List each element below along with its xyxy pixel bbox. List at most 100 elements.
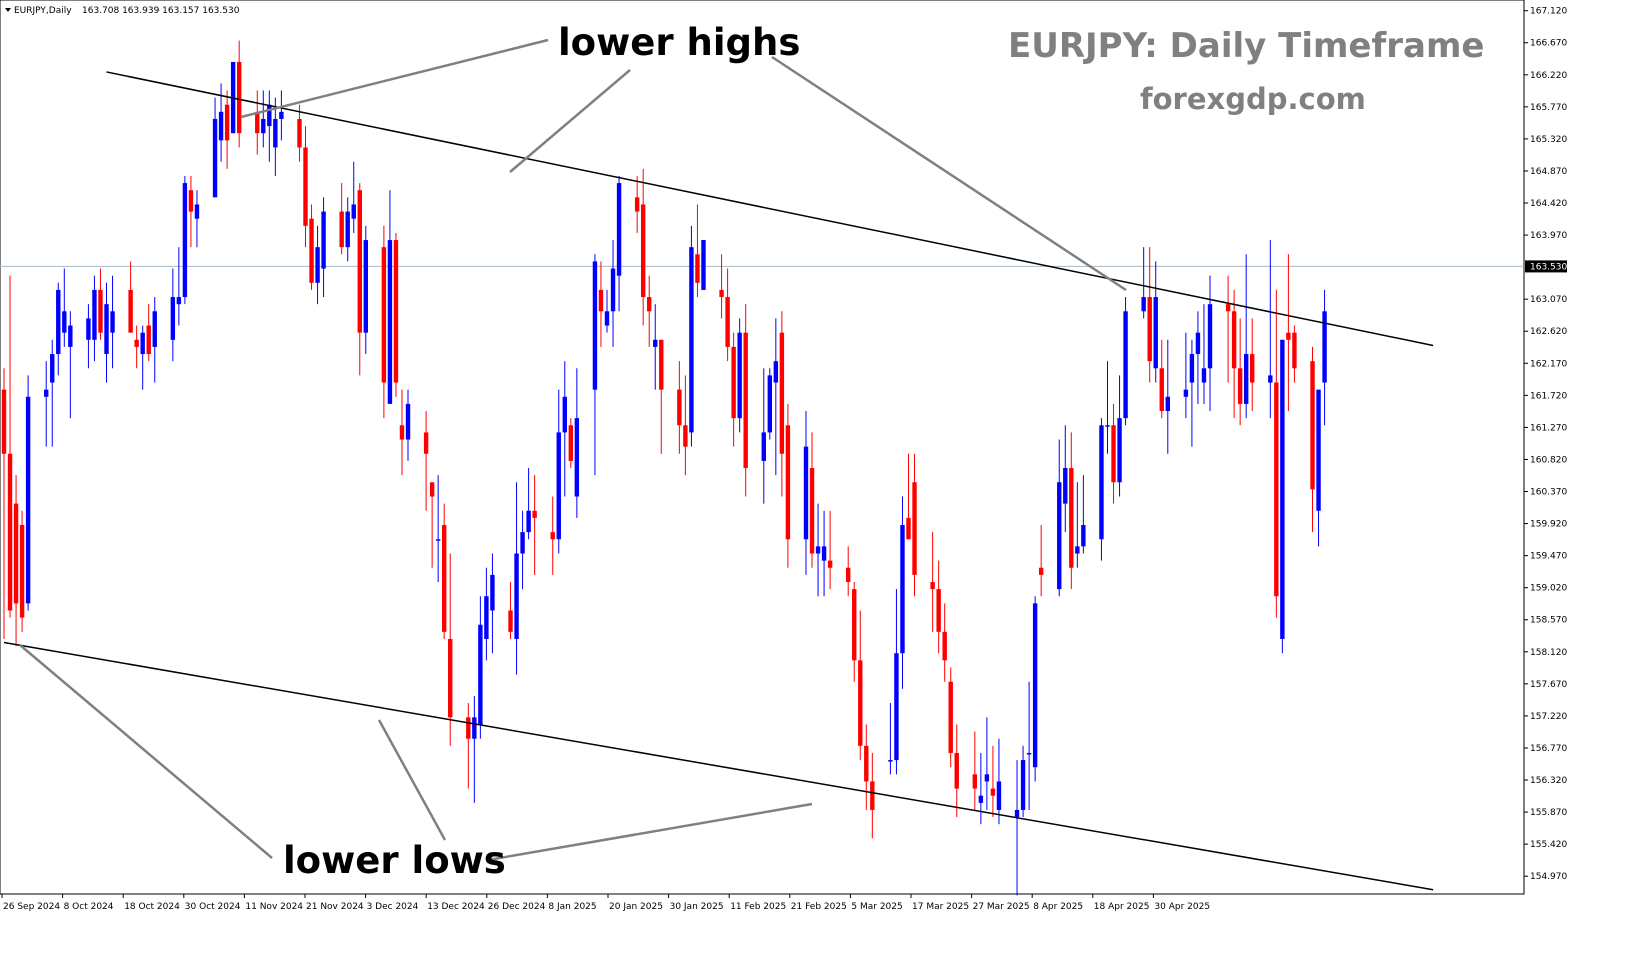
candle[interactable] <box>218 83 224 162</box>
candle[interactable] <box>363 225 368 355</box>
candle[interactable] <box>423 411 429 511</box>
candle[interactable] <box>297 104 302 162</box>
candle[interactable] <box>1141 247 1146 319</box>
candle[interactable] <box>610 240 616 347</box>
candle[interactable] <box>393 232 399 397</box>
candle[interactable] <box>188 175 194 248</box>
candle[interactable] <box>1 368 7 639</box>
candle[interactable] <box>689 225 694 447</box>
candle[interactable] <box>592 254 598 476</box>
candle[interactable] <box>821 510 827 597</box>
candle[interactable] <box>870 752 875 839</box>
candle[interactable] <box>472 695 477 803</box>
candle[interactable] <box>1063 425 1068 533</box>
candle[interactable] <box>562 361 567 497</box>
candle[interactable] <box>1231 289 1237 419</box>
candle[interactable] <box>134 325 139 369</box>
candle[interactable] <box>224 90 230 169</box>
candle[interactable] <box>1117 375 1122 497</box>
candle[interactable] <box>303 126 308 248</box>
candle[interactable] <box>743 304 748 497</box>
candle[interactable] <box>634 175 640 233</box>
candle[interactable] <box>526 468 531 540</box>
candle[interactable] <box>725 268 730 362</box>
candle[interactable] <box>701 240 706 290</box>
candle[interactable] <box>809 432 815 568</box>
candle[interactable] <box>429 482 435 568</box>
candle[interactable] <box>1250 318 1255 412</box>
candle[interactable] <box>936 560 941 654</box>
candle[interactable] <box>466 703 471 789</box>
candle[interactable] <box>1165 339 1170 454</box>
candle[interactable] <box>779 311 785 497</box>
candle[interactable] <box>44 361 49 447</box>
candle[interactable] <box>647 275 652 347</box>
candle[interactable] <box>236 40 242 148</box>
candle[interactable] <box>68 311 73 419</box>
candle[interactable] <box>1189 339 1195 447</box>
candle[interactable] <box>556 389 561 554</box>
candle[interactable] <box>1081 475 1086 554</box>
candle[interactable] <box>719 254 724 319</box>
candle[interactable] <box>1147 247 1152 383</box>
candle[interactable] <box>339 183 344 255</box>
candle[interactable] <box>261 90 266 148</box>
candle[interactable] <box>767 368 773 440</box>
candle[interactable] <box>990 745 996 818</box>
candle[interactable] <box>508 581 513 639</box>
candle[interactable] <box>659 339 664 454</box>
candle[interactable] <box>140 325 145 390</box>
candle[interactable] <box>815 503 821 597</box>
candle[interactable] <box>695 204 700 298</box>
candle[interactable] <box>948 667 953 768</box>
candle[interactable] <box>900 496 905 689</box>
candle[interactable] <box>1292 325 1297 383</box>
candle[interactable] <box>954 724 959 818</box>
candle[interactable] <box>520 510 525 590</box>
candle[interactable] <box>182 175 188 305</box>
price-axis[interactable]: 167.120 166.670 166.220 165.770 165.320 164.8… <box>1524 7 1567 883</box>
candle[interactable] <box>273 97 278 176</box>
candle[interactable] <box>1280 339 1285 654</box>
candle[interactable] <box>1243 254 1249 419</box>
candle[interactable] <box>803 411 809 575</box>
candle[interactable] <box>315 225 320 305</box>
candle[interactable] <box>405 389 411 461</box>
candle[interactable] <box>1183 332 1189 419</box>
trendline-resistance[interactable] <box>106 71 1434 347</box>
candle[interactable] <box>1195 311 1201 404</box>
candle[interactable] <box>1225 275 1231 383</box>
candle[interactable] <box>448 553 453 746</box>
candle[interactable] <box>170 268 176 362</box>
candle[interactable] <box>761 368 766 504</box>
candle[interactable] <box>176 247 182 326</box>
candle[interactable] <box>345 197 350 262</box>
candle[interactable] <box>1057 439 1062 597</box>
candle[interactable] <box>737 318 742 433</box>
candle[interactable] <box>484 567 489 661</box>
candle[interactable] <box>309 204 314 290</box>
candle[interactable] <box>852 581 857 682</box>
candle[interactable] <box>550 496 555 575</box>
candle[interactable] <box>1274 289 1279 618</box>
candle[interactable] <box>942 603 947 682</box>
candle[interactable] <box>1237 318 1243 426</box>
candle[interactable] <box>827 510 833 590</box>
candle[interactable] <box>351 161 356 233</box>
candle[interactable] <box>19 510 25 632</box>
candle[interactable] <box>532 475 537 575</box>
candle[interactable] <box>381 225 387 419</box>
candle[interactable] <box>514 482 519 675</box>
candle[interactable] <box>7 275 13 618</box>
candle[interactable] <box>1069 432 1074 590</box>
candle[interactable] <box>683 375 688 476</box>
candle[interactable] <box>490 553 495 654</box>
candle[interactable] <box>110 275 115 369</box>
candle[interactable] <box>1207 275 1213 412</box>
candle[interactable] <box>1310 346 1315 533</box>
candle[interactable] <box>574 368 580 518</box>
candle[interactable] <box>604 289 610 333</box>
candle[interactable] <box>92 275 97 362</box>
candle[interactable] <box>1268 240 1273 419</box>
